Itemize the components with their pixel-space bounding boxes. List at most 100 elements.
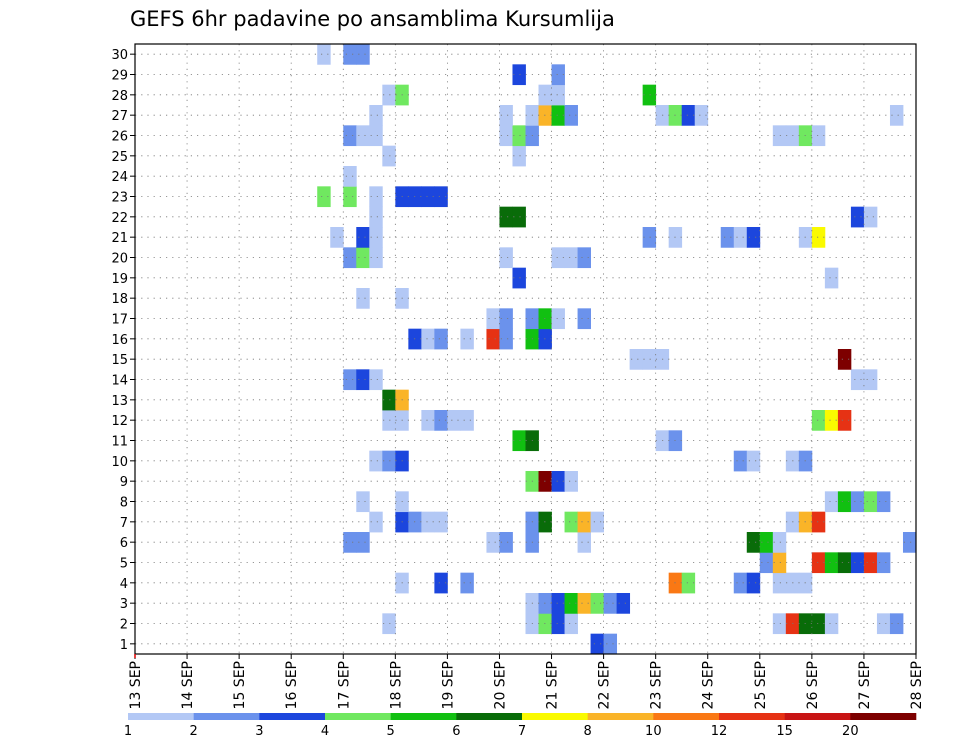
heatmap-cell: [642, 84, 657, 106]
heatmap-cell: [356, 288, 370, 309]
heatmap-cell: [863, 369, 878, 391]
heatmap-cell: [356, 369, 370, 391]
heatmap-cell: [733, 227, 748, 248]
grid-lines: [135, 44, 916, 654]
heatmap-cell: [824, 267, 839, 289]
heatmap-cell: [343, 532, 357, 553]
heatmap-cell: [824, 552, 839, 574]
legend-swatch: [325, 713, 391, 720]
legend-swatch: [653, 713, 720, 720]
heatmap-cell: [746, 450, 761, 472]
y-tick-label: 29: [111, 69, 128, 84]
heatmap-cell: [811, 125, 826, 147]
x-tick-label: 23 SEP: [649, 661, 665, 709]
heatmap-cell: [824, 613, 839, 635]
heatmap-cell: [772, 552, 787, 574]
x-tick-label: 19 SEP: [440, 661, 456, 709]
heatmap-cell: [811, 410, 826, 431]
heatmap-cell: [824, 491, 839, 513]
heatmap-cell: [369, 247, 383, 269]
x-tick-label: 16 SEP: [284, 661, 300, 709]
heatmap-cell: [356, 532, 370, 553]
y-axis: 1234567891011121314151617181920212223242…: [111, 48, 135, 653]
heatmap-cell: [564, 511, 578, 533]
y-tick-label: 9: [120, 475, 128, 490]
heatmap-cell: [499, 328, 513, 350]
heatmap-cell: [551, 84, 565, 106]
heatmap-cell: [356, 44, 370, 65]
heatmap-cell: [837, 410, 852, 431]
heatmap-cell: [590, 633, 604, 655]
y-tick-label: 7: [120, 516, 128, 531]
heatmap-cell: [811, 227, 826, 248]
legend-label: 12: [711, 724, 728, 739]
heatmap-cell: [811, 613, 826, 635]
heatmap-cell: [746, 532, 761, 553]
heatmap-cell: [603, 633, 618, 655]
heatmap-cell: [343, 186, 357, 208]
heatmap-cell: [603, 593, 618, 614]
heatmap-cell: [356, 125, 370, 147]
heatmap-cell: [902, 532, 917, 553]
legend-label: 8: [584, 724, 592, 739]
y-tick-label: 4: [120, 577, 128, 592]
heatmap-cell: [811, 511, 826, 533]
heatmap-cell: [551, 64, 565, 86]
y-tick-label: 25: [111, 150, 128, 165]
heatmap-cell: [759, 532, 774, 553]
heatmap-cell: [460, 572, 474, 594]
heatmap-cell: [564, 105, 578, 126]
heatmap-cell: [642, 227, 657, 248]
heatmap-cell: [837, 552, 852, 574]
y-tick-label: 26: [111, 130, 128, 145]
y-tick-label: 15: [111, 353, 128, 368]
y-tick-label: 20: [111, 252, 128, 267]
heatmap-cell: [564, 471, 578, 492]
heatmap-cell: [356, 227, 370, 248]
y-tick-label: 17: [111, 313, 128, 328]
heatmap-cell: [499, 308, 513, 330]
y-tick-label: 13: [111, 394, 128, 409]
heatmap-cell: [434, 328, 448, 350]
y-tick-label: 24: [111, 170, 128, 185]
legend-label: 7: [518, 724, 526, 739]
heatmap-cell: [850, 369, 865, 391]
heatmap-cell: [512, 64, 526, 86]
legend-label: 20: [842, 724, 859, 739]
heatmap-cell: [499, 206, 513, 228]
heatmap-cell: [343, 247, 357, 269]
heatmap-cell: [681, 105, 696, 126]
x-tick-label: 13 SEP: [128, 661, 144, 709]
heatmap-cell: [421, 328, 435, 350]
heatmap-cell: [850, 552, 865, 574]
heatmap-cell: [343, 369, 357, 391]
y-tick-label: 1: [120, 638, 128, 653]
x-tick-label: 25 SEP: [753, 661, 769, 709]
heatmap-cell: [499, 532, 513, 553]
heatmap-cell: [551, 471, 565, 492]
y-tick-label: 2: [120, 618, 128, 633]
heatmap-cell: [356, 247, 370, 269]
heatmap-cell: [551, 613, 565, 635]
legend-swatch: [259, 713, 326, 720]
heatmap-cell: [512, 145, 526, 167]
y-tick-label: 14: [111, 374, 128, 389]
heatmap-cell: [499, 105, 513, 126]
x-tick-label: 21 SEP: [545, 661, 561, 709]
heatmap-cell: [343, 125, 357, 147]
heatmap-cell: [772, 125, 787, 147]
legend-label: 2: [190, 724, 198, 739]
heatmap-cell: [863, 206, 878, 228]
y-tick-label: 22: [111, 211, 128, 226]
x-tick-label: 26 SEP: [805, 661, 821, 709]
heatmap-cell: [421, 511, 435, 533]
legend-label: 10: [645, 724, 662, 739]
heatmap-cell: [863, 491, 878, 513]
heatmap-cell: [577, 511, 591, 533]
heatmap-cell: [369, 206, 383, 228]
legend-label: 1: [124, 724, 132, 739]
heatmap-cell: [590, 511, 604, 533]
heatmap-cell: [382, 389, 396, 411]
